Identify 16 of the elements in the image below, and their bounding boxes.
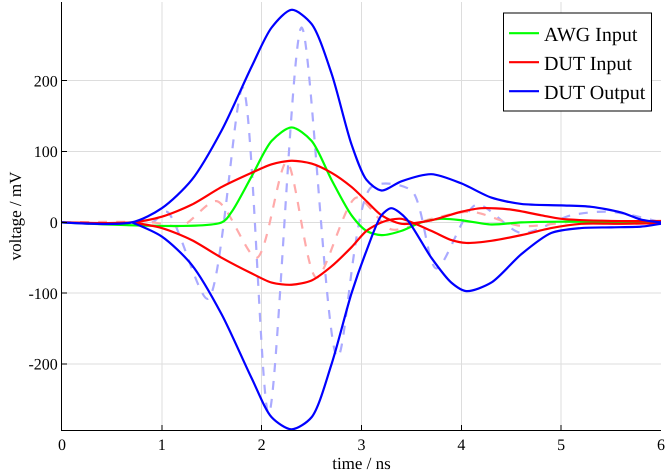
y-tick-label: 0: [50, 214, 58, 232]
legend-label: AWG Input: [544, 24, 638, 46]
x-tick-label: 5: [557, 437, 566, 454]
x-tick-label: 2: [258, 437, 266, 454]
y-tick-label: -200: [28, 356, 58, 374]
y-axis-title: voltage / mV: [6, 170, 26, 260]
x-tick-label: 4: [457, 437, 466, 454]
x-tick-label: 1: [158, 437, 166, 454]
legend-label: DUT Output: [544, 82, 646, 104]
x-axis-title: time / ns: [332, 454, 391, 474]
y-tick-label: 200: [34, 73, 58, 90]
y-tick-label: -100: [28, 286, 58, 303]
x-tick-label: 6: [657, 437, 665, 454]
x-tick-label: 3: [358, 437, 366, 454]
legend-label: DUT Input: [544, 53, 632, 75]
y-tick-label: 100: [34, 144, 58, 162]
